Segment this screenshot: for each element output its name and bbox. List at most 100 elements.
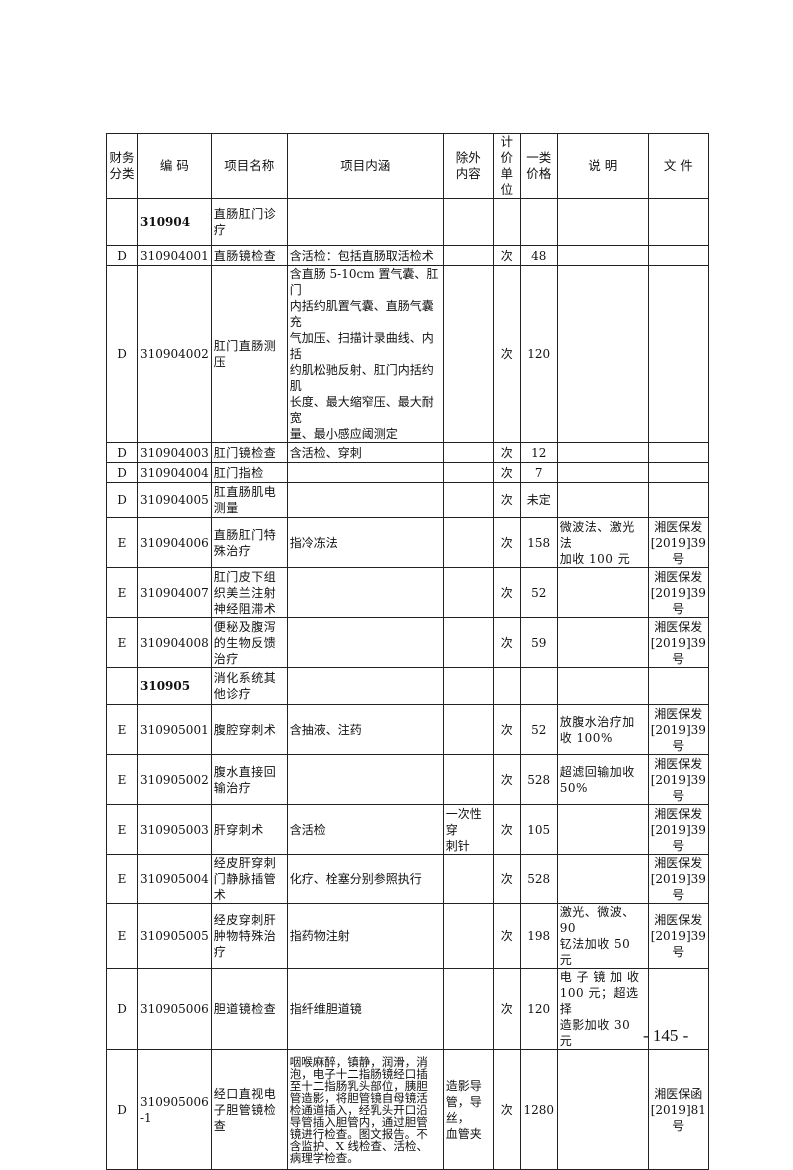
cell-item-name: 经皮穿刺肝 肿物特殊治 疗 — [210, 903, 288, 969]
cell-item-content — [286, 667, 444, 705]
cell-code: 310905 — [137, 667, 212, 705]
cell-item-content: 指药物注射 — [286, 903, 444, 969]
cell-excluded-content: 造影导 管，导丝， 血管夹 — [442, 1049, 494, 1170]
cell-price — [519, 667, 558, 705]
page-number: - 145 - — [643, 1026, 689, 1045]
cell-unit — [492, 198, 521, 246]
cell-document — [647, 667, 709, 705]
cell-price: 120 — [519, 968, 558, 1050]
cell-excluded-content — [442, 442, 494, 463]
cell-item-name: 经皮肝穿刺 门静脉插管 术 — [210, 854, 288, 904]
cell-item-content — [286, 617, 444, 668]
cell-item-name: 肛直肠肌电 测量 — [210, 482, 288, 518]
cell-code: 310904003 — [137, 442, 212, 463]
cell-document — [647, 462, 709, 483]
cell-category: D — [106, 245, 138, 266]
cell-item-content — [286, 482, 444, 518]
cell-document: 湘医保函 [2019]81 号 — [647, 1049, 709, 1170]
table-row: D 310904004 肛门指检 次 7 — [106, 462, 709, 483]
cell-note: 电 子 镜 加 收 100 元；超选择 造影加收 30 元 — [556, 968, 649, 1050]
cell-category: D — [106, 462, 138, 483]
cell-note — [556, 482, 649, 518]
cell-price: 528 — [519, 754, 558, 805]
cell-item-name: 胆道镜检查 — [210, 968, 288, 1050]
cell-item-name: 腹腔穿刺术 — [210, 704, 288, 755]
cell-note: 放腹水治疗加 收 100% — [556, 704, 649, 755]
cell-unit: 次 — [492, 567, 521, 618]
cell-note — [556, 617, 649, 668]
table-row: E 310905001 腹腔穿刺术 含抽液、注药次 52 放腹水治疗加 收 100% 湘医保… — [106, 704, 709, 755]
cell-item-name: 肛门皮下组 织美兰注射 神经阻滞术 — [210, 567, 288, 618]
cell-note — [556, 462, 649, 483]
cell-code: 310905001 — [137, 704, 212, 755]
cell-excluded-content — [442, 617, 494, 668]
header-item-content: 项目内涵 — [286, 133, 444, 199]
cell-code: 310904005 — [137, 482, 212, 518]
cell-item-content: 化疗、栓塞分别参照执行 — [286, 854, 444, 904]
cell-document — [647, 442, 709, 463]
cell-item-name: 腹水直接回 输治疗 — [210, 754, 288, 805]
cell-price: 12 — [519, 442, 558, 463]
cell-document: 湘医保发 [2019]39 号 — [647, 517, 709, 568]
table-row: E 310905004 经皮肝穿刺 门静脉插管 术化疗、栓塞分别参照执行次 528 湘医… — [106, 854, 709, 904]
table-row: 310905 消化系统其 他诊疗 — [106, 667, 709, 705]
cell-document: 湘医保发 [2019]39 号 — [647, 567, 709, 618]
cell-document: 湘医保发 [2019]39 号 — [647, 754, 709, 805]
cell-code: 310904006 — [137, 517, 212, 568]
cell-price: 52 — [519, 704, 558, 755]
cell-category: E — [106, 617, 138, 668]
cell-category — [106, 198, 138, 246]
cell-excluded-content — [442, 903, 494, 969]
cell-code: 310904 — [137, 198, 212, 246]
cell-excluded-content: 一次性穿 刺针 — [442, 804, 494, 855]
cell-category: E — [106, 704, 138, 755]
cell-unit: 次 — [492, 968, 521, 1050]
cell-note — [556, 804, 649, 855]
pricing-table: 财务 分类编 码项目名称 项目内涵 除外 内容 计价 单位 一类 价格说 明文 件 31… — [106, 133, 709, 1170]
cell-price: 59 — [519, 617, 558, 668]
cell-price: 未定 — [519, 482, 558, 518]
cell-document: 湘医保发 [2019]39 号 — [647, 903, 709, 969]
table-row: E 310904007 肛门皮下组 织美兰注射 神经阻滞术 次 52 湘医保发 [2019… — [106, 567, 709, 618]
table-row: D 310905006 胆道镜检查 指纤维胆道镜次 120 电 子 镜 加 收 100 元… — [106, 968, 709, 1050]
cell-excluded-content — [442, 198, 494, 246]
header-unit: 计价 单位 — [492, 133, 521, 199]
cell-item-name: 肛门镜检查 — [210, 442, 288, 463]
cell-excluded-content — [442, 245, 494, 266]
cell-item-content: 含活检：包括直肠取活检术 — [286, 245, 444, 266]
cell-category: E — [106, 517, 138, 568]
cell-category: E — [106, 854, 138, 904]
cell-note — [556, 245, 649, 266]
cell-item-content: 咽喉麻醉，镇静，润滑，消 泡，电子十二指肠镜经口插 至十二指肠乳头部位，胰胆 管… — [286, 1049, 444, 1170]
cell-code: 310904001 — [137, 245, 212, 266]
cell-category: E — [106, 754, 138, 805]
cell-unit: 次 — [492, 1049, 521, 1170]
cell-document: 湘医保发 [2019]39 号 — [647, 704, 709, 755]
cell-document: 湘医保发 [2019]39 号 — [647, 854, 709, 904]
table-header: 财务 分类编 码项目名称 项目内涵 除外 内容 计价 单位 一类 价格说 明文 件 — [106, 133, 709, 199]
cell-price: 158 — [519, 517, 558, 568]
table-row: E 310905003 肝穿刺术 含活检 一次性穿 刺针次 105 湘医保发 [2019]3… — [106, 804, 709, 855]
cell-document — [647, 482, 709, 518]
cell-item-content: 含直肠 5-10cm 置气囊、肛门 内括约肌置气囊、直肠气囊充 气加压、扫描计录… — [286, 265, 444, 443]
cell-price: 48 — [519, 245, 558, 266]
cell-unit: 次 — [492, 265, 521, 443]
cell-unit: 次 — [492, 804, 521, 855]
table-row: E 310904006 直肠肛门特 殊治疗 指冷冻法次 158 微波法、激光法 加收 10… — [106, 517, 709, 568]
cell-unit: 次 — [492, 854, 521, 904]
cell-item-name: 便秘及腹泻 的生物反馈 治疗 — [210, 617, 288, 668]
cell-code: 310904007 — [137, 567, 212, 618]
cell-item-name: 直肠肛门特 殊治疗 — [210, 517, 288, 568]
header-note: 说 明 — [556, 133, 649, 199]
cell-category — [106, 667, 138, 705]
cell-document — [647, 968, 709, 1050]
cell-excluded-content — [442, 704, 494, 755]
cell-note — [556, 854, 649, 904]
table-row: D 310905006 -1 经口直视电 子胆管镜检 查咽喉麻醉，镇静，润滑，消 泡… — [106, 1049, 709, 1170]
cell-item-content: 含活检 — [286, 804, 444, 855]
header-document: 文 件 — [647, 133, 709, 199]
cell-code: 310905006 — [137, 968, 212, 1050]
cell-item-name: 消化系统其 他诊疗 — [210, 667, 288, 705]
cell-unit: 次 — [492, 462, 521, 483]
cell-item-name: 肛门指检 — [210, 462, 288, 483]
